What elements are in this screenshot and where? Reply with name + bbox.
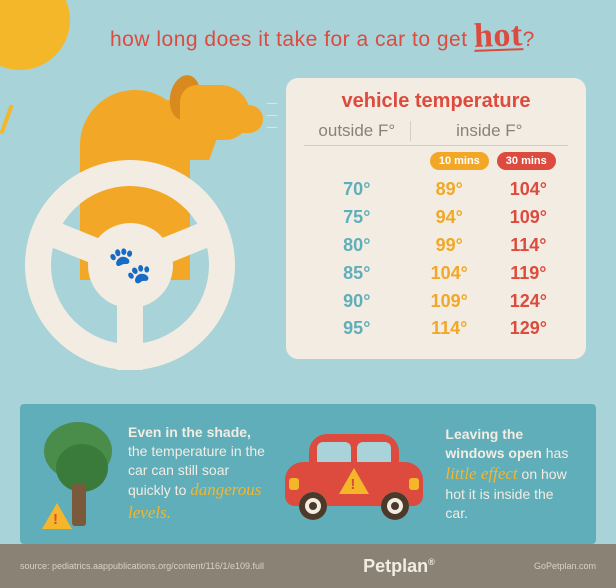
windows-text1: has <box>546 445 569 461</box>
table-body: 70°89°104°75°94°109°80°99°114°85°104°119… <box>304 176 568 343</box>
outside-temp: 80° <box>343 235 370 255</box>
inside-30min: 104° <box>489 176 568 204</box>
brand-logo: Petplan® <box>363 556 435 577</box>
temperature-table: vehicle temperature outside F° inside F°… <box>286 78 586 359</box>
table-row: 90° 109°124° <box>304 288 568 316</box>
table-row: 95° 114°129° <box>304 315 568 343</box>
headline-hot: hot <box>473 21 523 52</box>
inside-30min: 119° <box>489 260 568 288</box>
paw-icon: 🐾 <box>108 244 153 286</box>
sun-icon <box>0 0 70 70</box>
inside-10min: 89° <box>410 176 489 204</box>
sun-ray <box>0 105 14 135</box>
bark-line-icon: — <box>267 122 277 133</box>
inside-10min: 99° <box>410 232 489 260</box>
windows-accent: little effect <box>445 464 517 483</box>
headline-prefix: how long does it take for a car to get <box>110 28 474 51</box>
inside-10min: 104° <box>410 260 489 288</box>
time-pills: 10 mins 30 mins <box>304 152 568 170</box>
table-title: vehicle temperature <box>304 90 568 113</box>
car-icon <box>279 424 429 524</box>
col-inside: inside F° <box>410 121 568 141</box>
bark-line-icon: — <box>267 98 277 109</box>
windows-callout: Leaving the windows open has little effe… <box>445 425 578 524</box>
inside-30min: 129° <box>489 315 568 343</box>
table-row: 70° 89°104° <box>304 176 568 204</box>
inside-30min: 114° <box>489 232 568 260</box>
inside-30min: 124° <box>489 288 568 316</box>
source-text: source: pediatrics.aappublications.org/c… <box>20 561 264 571</box>
inside-10min: 109° <box>410 288 489 316</box>
table-row: 85° 104°119° <box>304 260 568 288</box>
outside-temp: 75° <box>343 207 370 227</box>
inside-30min: 109° <box>489 204 568 232</box>
tree-icon <box>38 414 118 534</box>
headline: how long does it take for a car to get h… <box>110 22 586 52</box>
warning-icon <box>42 503 72 529</box>
steering-wheel-icon: 🐾 <box>25 160 235 370</box>
headline-suffix: ? <box>523 28 535 51</box>
pill-10min: 10 mins <box>430 152 489 170</box>
warning-icon <box>339 468 369 494</box>
outside-temp: 85° <box>343 263 370 283</box>
outside-temp: 70° <box>343 179 370 199</box>
shade-bold: Even in the shade, <box>128 424 251 440</box>
outside-temp: 95° <box>343 318 370 338</box>
shade-callout: Even in the shade, the temperature in th… <box>128 423 269 526</box>
inside-10min: 114° <box>410 315 489 343</box>
pill-30min: 30 mins <box>497 152 556 170</box>
windows-bold: Leaving the windows open <box>445 426 541 461</box>
callout-panel: Even in the shade, the temperature in th… <box>20 404 596 544</box>
inside-10min: 94° <box>410 204 489 232</box>
table-row: 80° 99°114° <box>304 232 568 260</box>
outside-temp: 90° <box>343 291 370 311</box>
footer: source: pediatrics.aappublications.org/c… <box>0 544 616 588</box>
footer-url: GoPetplan.com <box>534 561 596 571</box>
table-row: 75° 94°109° <box>304 204 568 232</box>
table-header: outside F° inside F° <box>304 121 568 146</box>
col-outside: outside F° <box>304 121 410 141</box>
wheel-hub: 🐾 <box>88 223 173 308</box>
bark-line-icon: — <box>267 110 277 121</box>
dog-muzzle <box>235 105 263 133</box>
dog-steering-illustration: — — — 🐾 <box>20 90 270 370</box>
